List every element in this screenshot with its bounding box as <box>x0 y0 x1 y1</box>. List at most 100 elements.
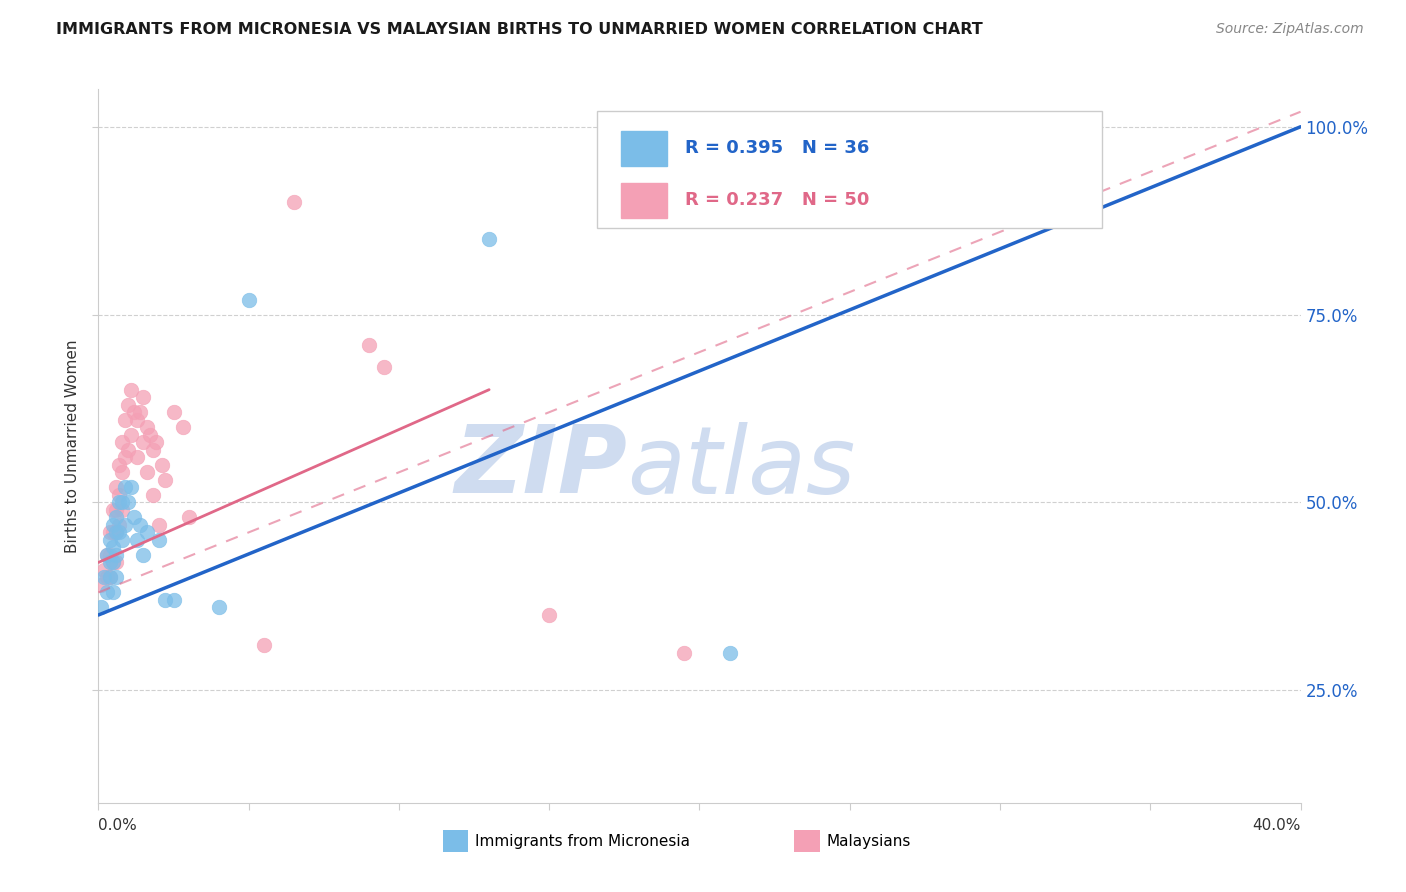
Point <box>141 442 163 457</box>
Point <box>538 607 561 622</box>
Text: Source: ZipAtlas.com: Source: ZipAtlas.com <box>1216 22 1364 37</box>
Point <box>127 533 149 547</box>
FancyBboxPatch shape <box>598 111 1102 228</box>
Point <box>129 517 152 532</box>
Point <box>105 510 128 524</box>
Point <box>283 194 305 209</box>
Point <box>150 458 173 472</box>
Point <box>100 533 122 547</box>
Text: Malaysians: Malaysians <box>827 834 911 848</box>
Point <box>124 405 146 419</box>
Point <box>1049 120 1071 134</box>
Point <box>153 593 176 607</box>
Point <box>141 488 163 502</box>
Point <box>105 548 128 562</box>
Text: atlas: atlas <box>627 422 856 513</box>
Point <box>357 337 380 351</box>
Point <box>172 420 194 434</box>
Point <box>96 548 118 562</box>
Point <box>117 495 139 509</box>
Point <box>96 570 118 584</box>
Point <box>121 383 143 397</box>
Point <box>111 435 134 450</box>
Point <box>114 450 136 465</box>
Point <box>132 390 155 404</box>
Point <box>117 398 139 412</box>
Point <box>93 563 115 577</box>
Point <box>253 638 276 652</box>
Point <box>135 465 157 479</box>
Point <box>108 495 131 509</box>
Text: Immigrants from Micronesia: Immigrants from Micronesia <box>475 834 690 848</box>
Point <box>103 585 125 599</box>
Point <box>105 525 128 540</box>
Point <box>114 413 136 427</box>
Point <box>138 427 160 442</box>
Point <box>162 405 184 419</box>
Point <box>121 427 143 442</box>
Point <box>208 600 231 615</box>
Point <box>129 405 152 419</box>
Point <box>478 232 501 246</box>
Point <box>177 510 200 524</box>
Text: ZIP: ZIP <box>454 421 627 514</box>
Point <box>96 548 118 562</box>
Point <box>238 293 260 307</box>
Point <box>103 517 125 532</box>
Point <box>132 435 155 450</box>
Point <box>148 533 170 547</box>
Point <box>96 585 118 599</box>
Point <box>373 360 395 375</box>
Point <box>100 570 122 584</box>
Point <box>100 548 122 562</box>
Point <box>111 465 134 479</box>
Point <box>105 503 128 517</box>
Point <box>100 556 122 570</box>
Point <box>135 420 157 434</box>
Point <box>108 525 131 540</box>
Text: 40.0%: 40.0% <box>1253 818 1301 833</box>
Point <box>148 517 170 532</box>
Point <box>103 503 125 517</box>
Text: IMMIGRANTS FROM MICRONESIA VS MALAYSIAN BIRTHS TO UNMARRIED WOMEN CORRELATION CH: IMMIGRANTS FROM MICRONESIA VS MALAYSIAN … <box>56 22 983 37</box>
Point <box>124 510 146 524</box>
Point <box>105 570 128 584</box>
Y-axis label: Births to Unmarried Women: Births to Unmarried Women <box>65 339 80 553</box>
Point <box>108 458 131 472</box>
Text: R = 0.395   N = 36: R = 0.395 N = 36 <box>685 139 869 157</box>
Point <box>111 533 134 547</box>
Point <box>718 646 741 660</box>
Point <box>135 525 157 540</box>
Point <box>105 556 128 570</box>
Point <box>153 473 176 487</box>
Point <box>103 525 125 540</box>
Point <box>111 503 134 517</box>
Bar <box>621 184 666 218</box>
Point <box>105 525 128 540</box>
Point <box>105 480 128 494</box>
Point <box>111 495 134 509</box>
Point <box>145 435 167 450</box>
Point <box>108 488 131 502</box>
Point <box>90 600 112 615</box>
Point <box>103 556 125 570</box>
Point <box>117 442 139 457</box>
Text: 0.0%: 0.0% <box>98 818 138 833</box>
Point <box>673 646 696 660</box>
Point <box>114 517 136 532</box>
Text: R = 0.237   N = 50: R = 0.237 N = 50 <box>685 191 869 209</box>
Point <box>114 480 136 494</box>
Point <box>100 570 122 584</box>
Point <box>90 578 112 592</box>
Point <box>108 517 131 532</box>
Point <box>103 556 125 570</box>
Point <box>121 480 143 494</box>
Point <box>127 450 149 465</box>
Point <box>127 413 149 427</box>
Point <box>100 525 122 540</box>
Point <box>103 541 125 555</box>
Point <box>93 570 115 584</box>
Point <box>162 593 184 607</box>
Bar <box>621 131 666 166</box>
Point <box>132 548 155 562</box>
